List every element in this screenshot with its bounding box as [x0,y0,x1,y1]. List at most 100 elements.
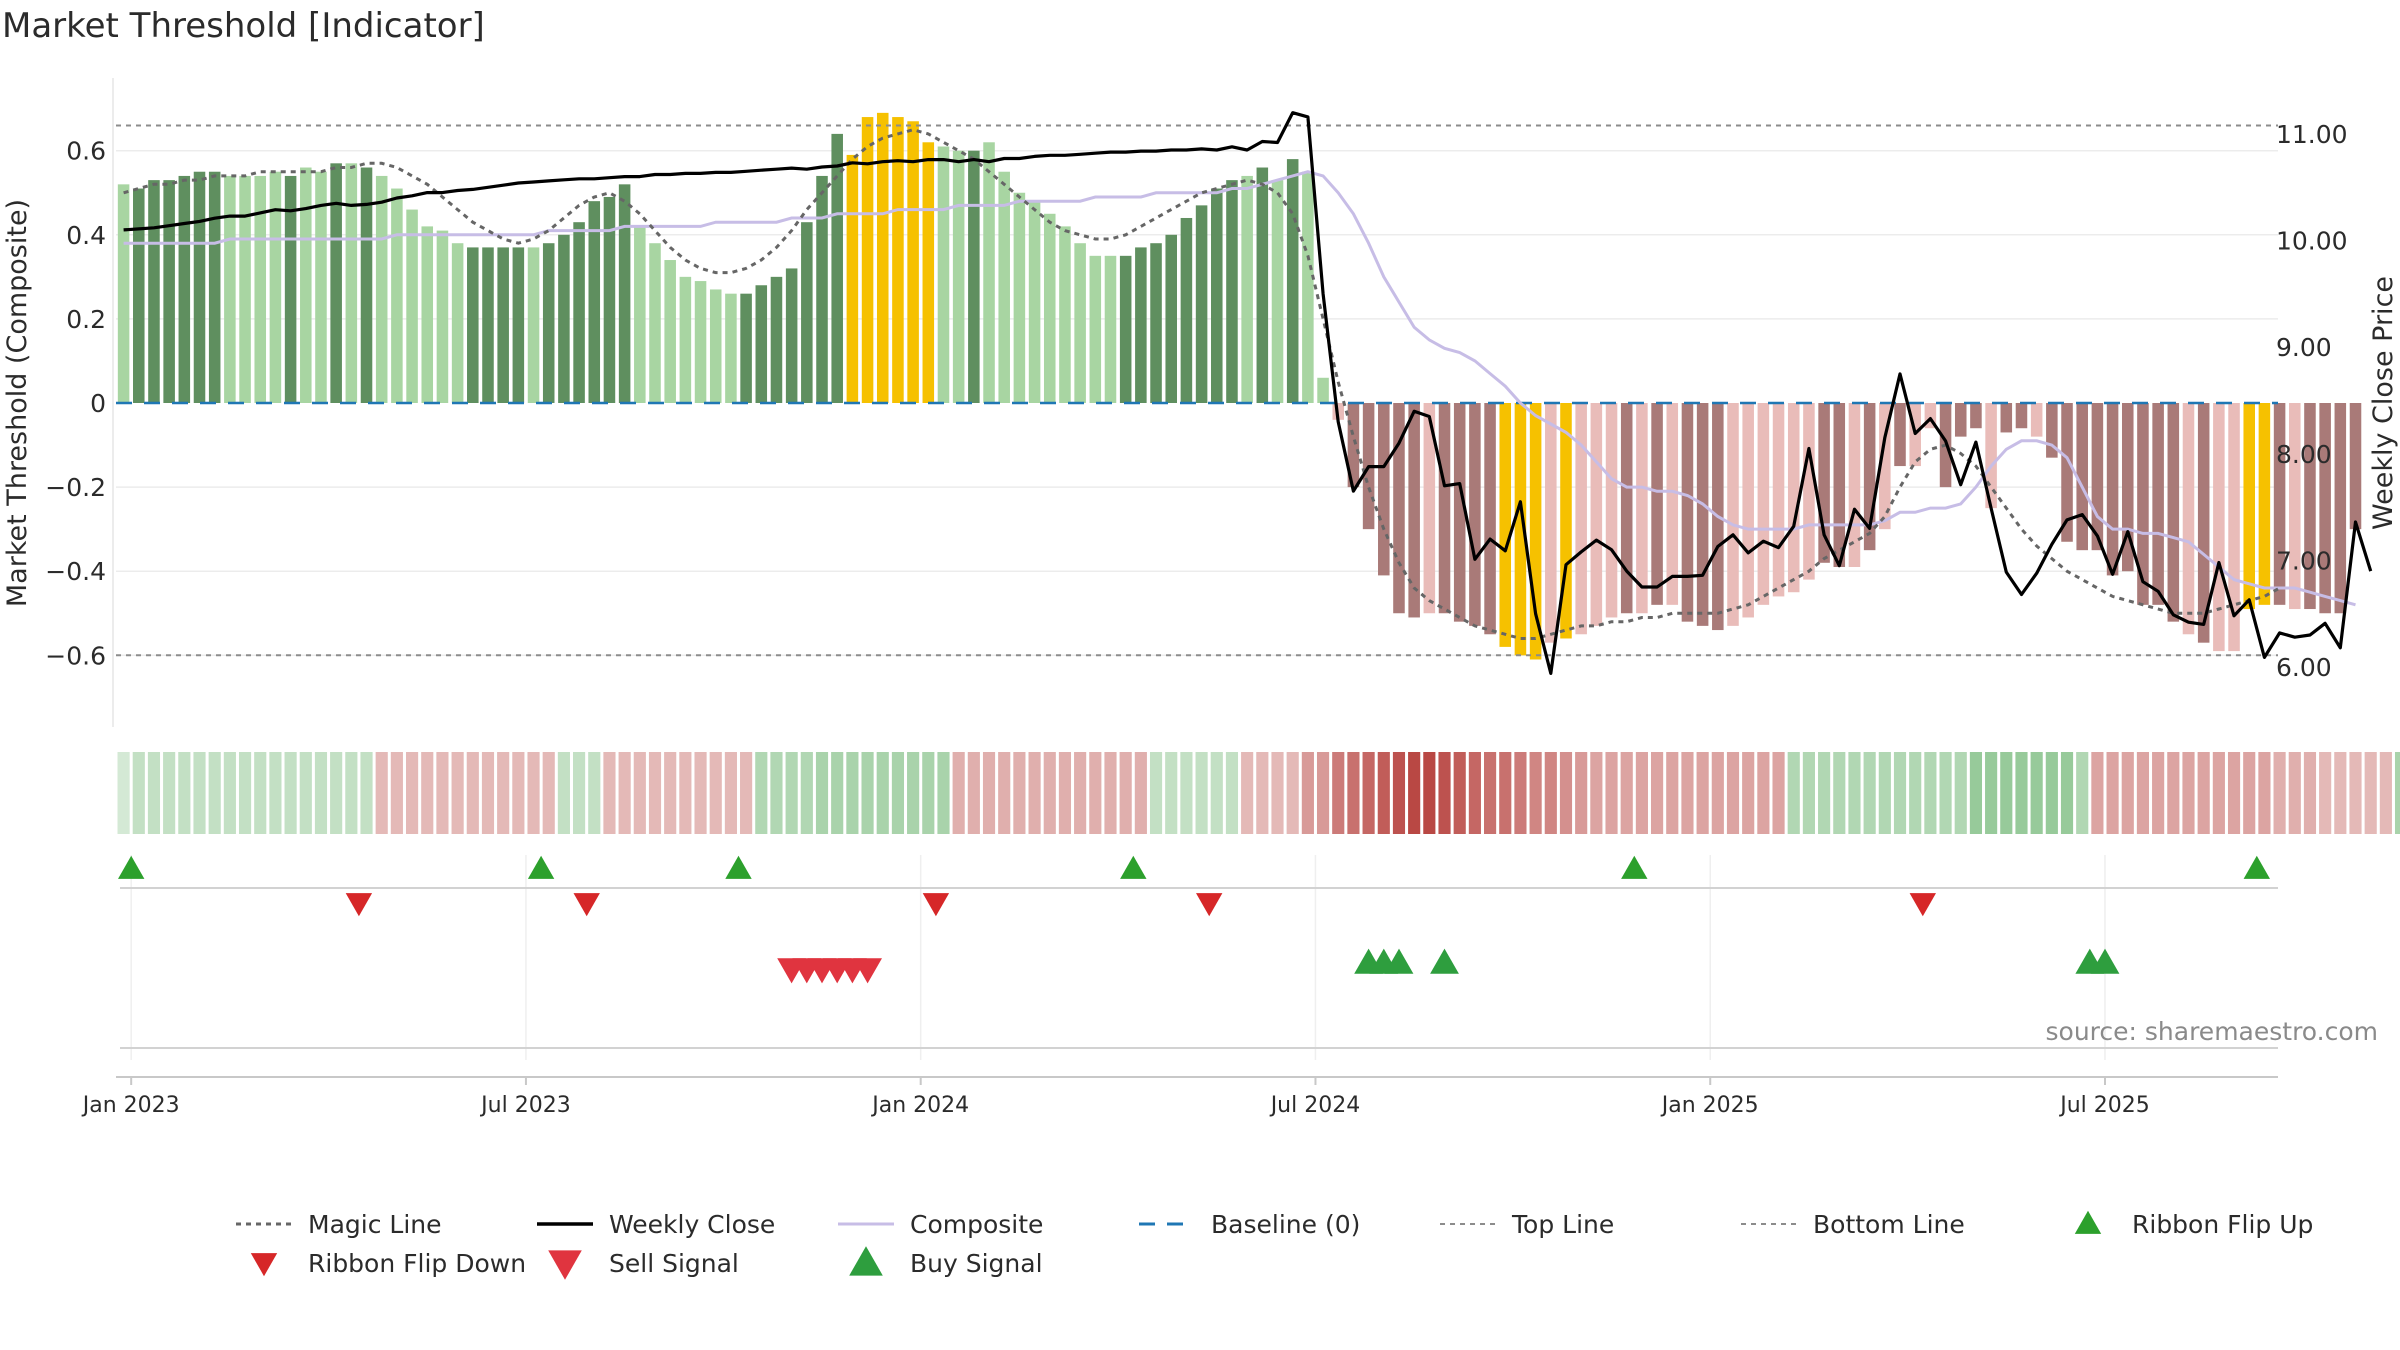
ribbon-segment [937,752,950,834]
ribbon-segment [891,752,905,834]
composite-bar [649,243,661,403]
ribbon-segment [1104,752,1117,834]
ribbon-segment [1848,752,1861,834]
composite-bar [1241,175,1253,403]
composite-bar [770,276,783,403]
composite-bar [2258,403,2271,605]
composite-bar [755,285,768,403]
composite-bar [224,175,236,403]
composite-bar [1453,403,1466,622]
right-tick-label: 7.00 [2276,546,2332,575]
ribbon-segment [132,752,145,834]
composite-bar [2137,403,2149,605]
composite-bar [1317,377,1329,403]
right-tick-label: 11.00 [2276,120,2348,149]
composite-bar [831,133,843,403]
ribbon-segment [1453,752,1466,834]
ribbon-segment [421,752,434,834]
legend-swatch [849,1246,883,1276]
ribbon-segment [2045,752,2058,834]
composite-bar [1074,243,1086,403]
signal-panels [118,855,2278,1060]
composite-bar [2197,403,2210,643]
ribbon-segment [573,752,586,834]
composite-bar [1104,255,1117,403]
legend-label: Baseline (0) [1211,1210,1360,1239]
ribbon-segment [1726,752,1740,834]
ribbon-segment [360,752,373,834]
ribbon-segment [1028,752,1041,834]
ribbon-segment [1347,752,1360,834]
ribbon-segment [755,752,768,834]
ribbon-segment [2258,752,2271,834]
composite-bar [542,243,555,403]
buy-signal-marker [1384,948,1414,974]
composite-bar [467,247,479,403]
magic-line [123,128,2281,640]
composite-bar [983,142,995,404]
composite-bar [2167,403,2180,622]
ribbon-segment [1575,752,1588,834]
composite-bars [117,112,2362,660]
reference-lines [116,124,2278,657]
composite-bar [1636,403,1648,614]
ribbon-segment [1605,752,1618,834]
legend-swatch [2074,1210,2102,1234]
ribbon-segment [1772,752,1785,834]
ribbon-segment [1742,752,1755,834]
ribbon-segment [1377,752,1390,834]
ribbon-segment [2319,752,2332,834]
composite-bar [1226,180,1238,403]
ribbon-segment [1241,752,1254,834]
ribbon-segment [2152,752,2165,834]
ribbon-flip-up-marker [118,855,145,879]
left-tick-label: 0.2 [66,305,106,334]
composite-bar [163,180,175,403]
ribbon-segment [163,752,176,834]
left-tick-label: −0.2 [45,473,106,502]
left-axis-ticks: 0.6 0.4 0.2 0 −0.2 −0.4 −0.6 [45,137,106,671]
chart-title: Market Threshold [Indicator] [2,6,485,46]
ribbon-segment [1878,752,1891,834]
composite-bar [1135,247,1147,403]
ribbon-segment [785,752,798,834]
composite-bar [1863,403,1876,551]
composite-bar [284,175,297,403]
composite-bar [360,167,373,403]
ribbon-segment [800,752,813,834]
composite-bar [2091,403,2104,551]
composite-bar [1894,403,1906,467]
composite-bar [148,180,160,403]
composite-bar [345,163,358,403]
ribbon-segment [2273,752,2286,834]
ribbon-segment [648,752,662,834]
ribbon-segment [679,752,692,834]
composite-bar [2182,403,2195,635]
composite-bar [725,293,737,403]
composite-bar [1028,201,1041,403]
ribbon-segment [618,752,631,834]
ribbon-segment [314,752,328,834]
composite-bar [892,117,904,403]
right-tick-label: 6.00 [2276,653,2332,682]
composite-bar [1423,403,1436,614]
legend-swatch [250,1253,278,1277]
ribbon-segment [2000,752,2013,834]
composite-bar [254,175,267,403]
composite-bar [1879,403,1891,530]
ribbon-segment [861,752,874,834]
composite-bar [239,175,251,403]
composite-bar [1089,255,1102,403]
composite-bar [2000,403,2013,433]
ribbon-segment [967,752,980,834]
ribbon-segment [1225,752,1239,834]
composite-bar [1954,403,1967,437]
composite-bar [208,171,221,403]
composite-bar [421,226,434,403]
composite-bar [1393,403,1405,614]
composite-bar [816,175,828,403]
legend-label: Bottom Line [1813,1210,1965,1239]
composite-bar [1059,226,1071,403]
composite-bar [2334,403,2347,614]
composite-bar [998,171,1010,403]
